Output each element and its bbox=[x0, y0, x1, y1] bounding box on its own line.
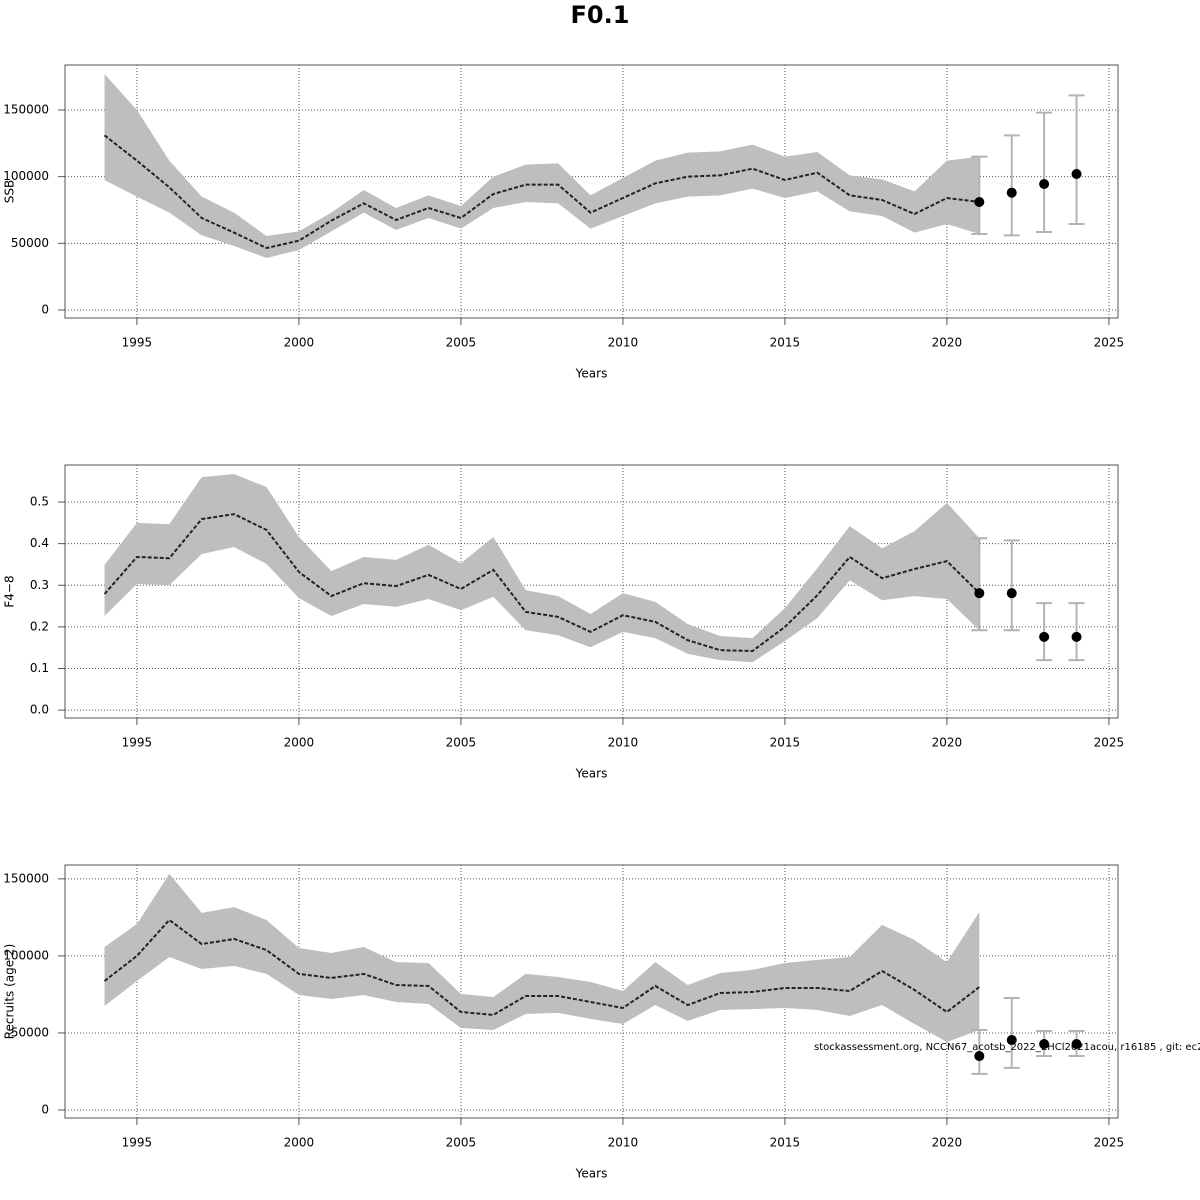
y-tick-label: 0.3 bbox=[30, 578, 49, 592]
x-tick-label: 1995 bbox=[122, 736, 153, 750]
x-tick-label: 2020 bbox=[932, 336, 963, 350]
y-tick-label: 0.0 bbox=[30, 703, 49, 717]
estimate-line bbox=[103, 134, 980, 250]
x-tick-label: 2025 bbox=[1094, 336, 1125, 350]
x-axis-label: Years bbox=[575, 767, 608, 781]
y-axis-label: F4−8 bbox=[3, 575, 17, 607]
y-tick-label: 50000 bbox=[11, 236, 49, 250]
figure-title: F0.1 bbox=[571, 1, 630, 29]
x-tick-label: 2015 bbox=[770, 736, 801, 750]
x-axis-label: Years bbox=[575, 1167, 608, 1181]
x-tick-label: 2000 bbox=[284, 1136, 315, 1150]
x-tick-label: 1995 bbox=[122, 1136, 153, 1150]
x-tick-label: 2005 bbox=[446, 736, 477, 750]
x-tick-label: 2015 bbox=[770, 1136, 801, 1150]
x-tick-label: 2010 bbox=[608, 336, 639, 350]
forecast-point bbox=[1039, 179, 1050, 189]
confidence-band bbox=[104, 474, 980, 663]
y-axis-label: Recruits (age 2) bbox=[3, 944, 17, 1040]
forecast-point bbox=[1071, 1039, 1082, 1050]
y-tick-label: 150000 bbox=[3, 103, 49, 117]
x-tick-label: 2010 bbox=[608, 1136, 639, 1150]
forecast-point bbox=[974, 1051, 985, 1062]
x-tick-label: 2020 bbox=[932, 736, 963, 750]
footnote: stockassessment.org, NCCN67_acotsb_2022_… bbox=[814, 1042, 1200, 1053]
x-tick-label: 2005 bbox=[446, 1136, 477, 1150]
y-axis-label: SSB bbox=[3, 180, 17, 203]
forecast-point bbox=[1006, 588, 1017, 599]
y-tick-label: 0.5 bbox=[30, 495, 49, 509]
forecast-point bbox=[1006, 1035, 1017, 1046]
forecast-point bbox=[1006, 187, 1017, 198]
x-tick-label: 2000 bbox=[284, 736, 315, 750]
forecast-point bbox=[974, 197, 985, 207]
forecast-point bbox=[1039, 1039, 1050, 1050]
forecast-point bbox=[974, 588, 985, 599]
x-tick-label: 2005 bbox=[446, 336, 477, 350]
x-tick-label: 1995 bbox=[122, 336, 153, 350]
x-tick-label: 2000 bbox=[284, 336, 315, 350]
forecast-point bbox=[1039, 631, 1050, 642]
y-tick-label: 0.2 bbox=[30, 619, 49, 633]
estimate-line bbox=[103, 513, 981, 653]
confidence-band bbox=[104, 873, 980, 1043]
x-tick-label: 2015 bbox=[770, 336, 801, 350]
y-tick-label: 0.4 bbox=[30, 536, 49, 550]
y-tick-label: 0 bbox=[41, 1102, 49, 1116]
y-tick-label: 50000 bbox=[11, 1025, 49, 1039]
confidence-band bbox=[104, 74, 980, 258]
x-tick-label: 2020 bbox=[932, 1136, 963, 1150]
x-tick-label: 2025 bbox=[1094, 736, 1125, 750]
y-tick-label: 0 bbox=[41, 303, 49, 317]
y-tick-label: 0.1 bbox=[30, 661, 49, 675]
x-axis-label: Years bbox=[575, 367, 608, 381]
x-tick-label: 2025 bbox=[1094, 1136, 1125, 1150]
forecast-point bbox=[1071, 631, 1082, 642]
x-tick-label: 2010 bbox=[608, 736, 639, 750]
y-tick-label: 100000 bbox=[3, 169, 49, 183]
forecast-point bbox=[1071, 169, 1082, 179]
y-tick-label: 100000 bbox=[3, 948, 49, 962]
y-tick-label: 150000 bbox=[3, 871, 49, 885]
